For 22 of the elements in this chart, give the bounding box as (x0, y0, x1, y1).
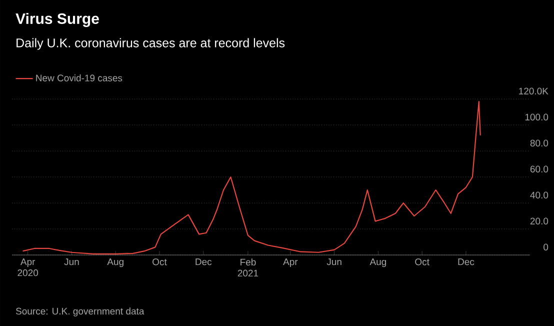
chart-subtitle: Daily U.K. coronavirus cases are at record levels (16, 38, 285, 50)
x-tick-label: Jun (326, 258, 342, 266)
x-tick-label: Apr 2020 (18, 258, 38, 276)
x-tick-label: Dec (196, 258, 212, 266)
x-tick-label: Dec (458, 258, 474, 266)
y-tick-label: 100.0 (525, 114, 548, 120)
y-tick-label: 80.0 (530, 140, 548, 146)
y-tick-label: 60.0 (530, 166, 548, 172)
source-note: Source: U.K. government data (16, 308, 144, 316)
x-tick-label: Feb 2021 (238, 258, 258, 276)
y-tick-label: 120.0K (519, 88, 548, 94)
x-tick-label: Oct (415, 258, 430, 266)
y-tick-label: 0 (544, 244, 548, 250)
x-tick-label: Jun (64, 258, 79, 266)
y-tick-label: 20.0 (530, 218, 548, 224)
x-tick-label: Apr (283, 258, 298, 268)
x-tick-label: Oct (152, 258, 167, 266)
chart-title: Virus Surge (16, 12, 99, 28)
y-tick-label: 40.0 (530, 192, 548, 198)
legend-label: New Covid-19 cases (36, 74, 122, 82)
x-tick-label: Aug (370, 258, 386, 268)
x-tick-label: Aug (107, 258, 124, 268)
